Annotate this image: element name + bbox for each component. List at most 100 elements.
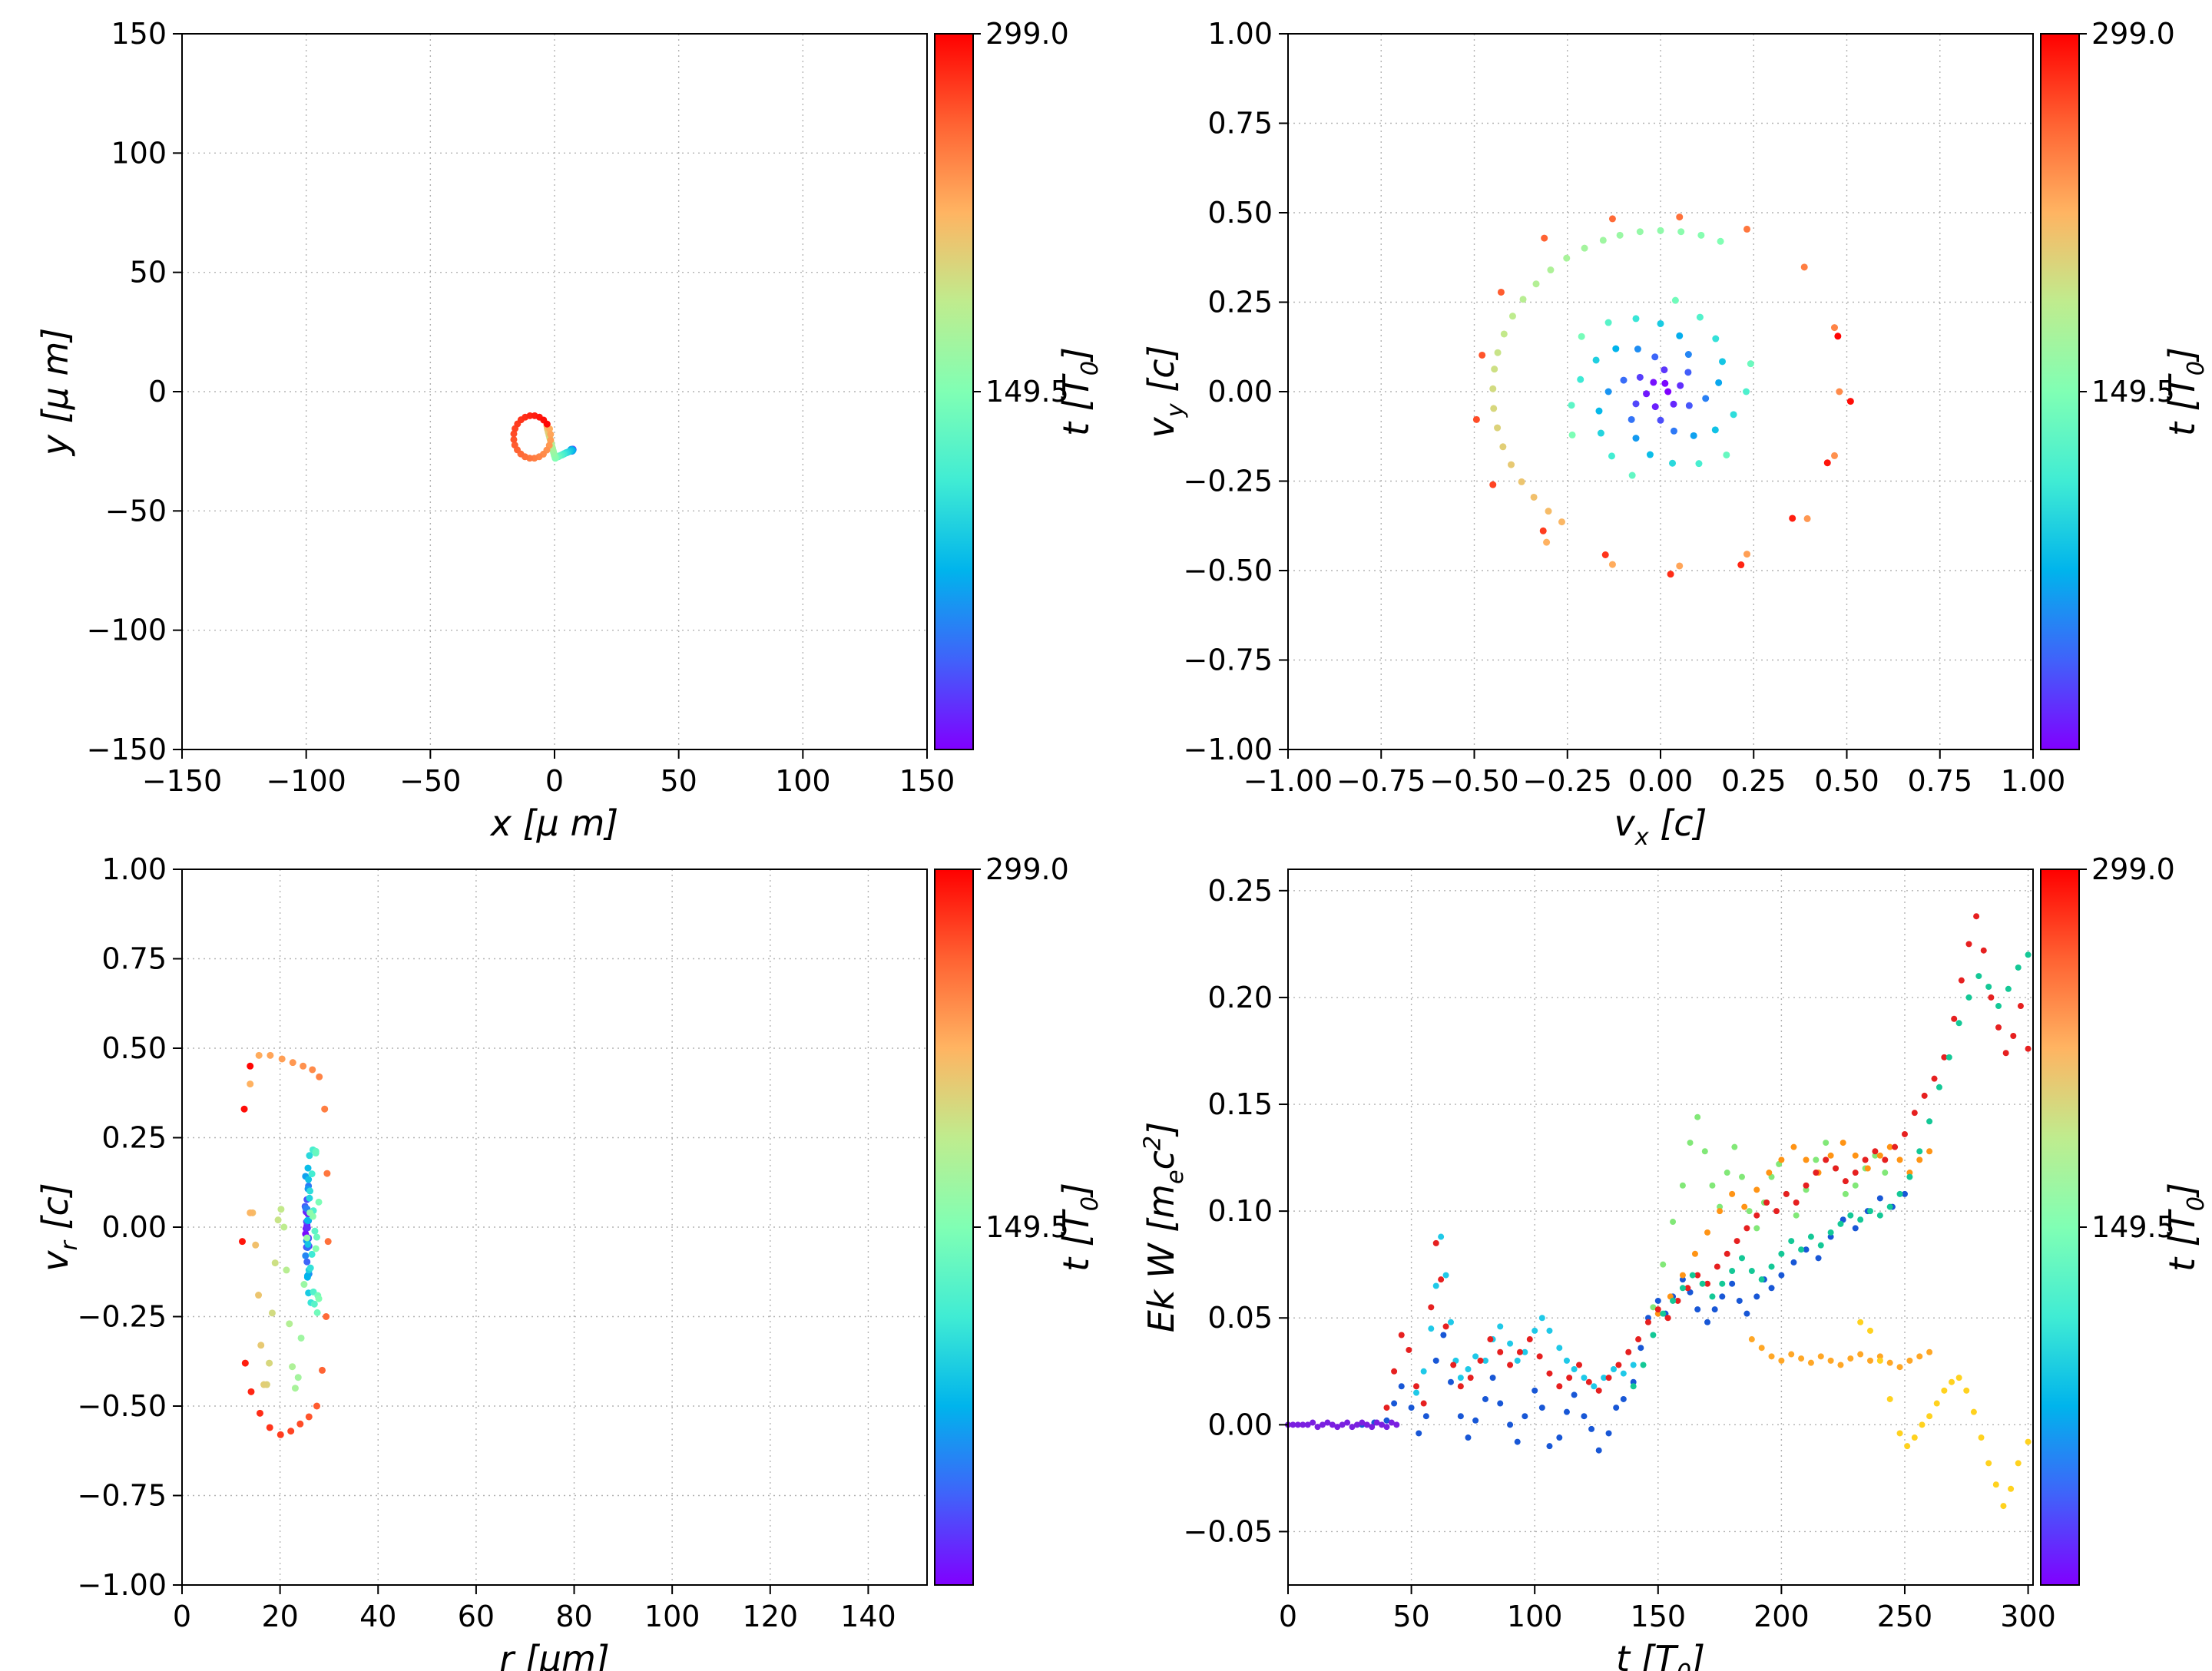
colorbar-velocity-vxvy: 299.0 149.5t [T0]	[2040, 17, 2210, 750]
scatter-points-r-vr	[238, 1051, 332, 1438]
colorbar-energy-t: 299.0 149.5t [T0]	[2040, 852, 2210, 1586]
y-tick-label: 1.00	[101, 852, 167, 886]
x-tick-label: 0.25	[1721, 764, 1786, 798]
colorbar-axis-label: t [T0]	[2161, 1183, 2210, 1272]
colorbar-tick-label: 149.5	[2091, 375, 2175, 409]
colorbar-position-xy: 299.0 149.5t [T0]	[934, 17, 1104, 750]
y-tick-label: −0.50	[78, 1389, 167, 1423]
x-tick-label: 20	[261, 1600, 298, 1633]
scatter-points-position-xy	[510, 412, 577, 462]
y-tick-label: 0.25	[1207, 286, 1273, 319]
colorbar-tick-label: 299.0	[985, 852, 1069, 886]
series-red	[1383, 913, 2032, 1411]
y-tick-label: −0.25	[78, 1300, 167, 1334]
colorbar-tick-label: 149.5	[985, 375, 1069, 409]
y-tick-label: 0.75	[1207, 107, 1273, 141]
x-tick-label: −100	[266, 764, 346, 798]
series-green	[1650, 1113, 1889, 1311]
scatter-points-velocity-vxvy	[1472, 213, 1854, 578]
colorbar-tick-label: 149.5	[2091, 1210, 2175, 1244]
x-tick-label: 100	[644, 1600, 700, 1633]
tick-marks	[1279, 33, 2034, 759]
x-tick-label: −0.25	[1523, 764, 1612, 798]
x-tick-label: 1.00	[2001, 764, 2066, 798]
y-tick-label: −0.05	[1184, 1514, 1273, 1548]
gridlines	[181, 869, 927, 1586]
y-tick-label: 150	[111, 17, 167, 51]
subplot-energy-t: 0 50 100 150 200 250 300 −0.05 0.00 0.05 0.10 0.15 0…	[1140, 852, 2210, 1671]
colorbar-r-vr: 299.0 149.5t [T0]	[934, 852, 1104, 1586]
colorbar-tick-label: 299.0	[2091, 17, 2175, 51]
y-tick-label: 0.00	[1207, 1408, 1273, 1441]
x-tick-label: −150	[142, 764, 222, 798]
y-tick-label: −100	[87, 614, 167, 647]
x-tick-label: 0	[173, 1600, 191, 1633]
x-tick-label: 300	[2000, 1600, 2056, 1633]
y-tick-label: 0.00	[1207, 375, 1273, 409]
y-tick-label: 0.25	[101, 1121, 167, 1155]
x-tick-label: 200	[1753, 1600, 1810, 1633]
y-tick-label: 1.00	[1207, 17, 1273, 51]
y-tick-label: −0.75	[78, 1479, 167, 1513]
x-tick-label: −0.75	[1336, 764, 1426, 798]
tick-marks	[173, 869, 869, 1594]
y-tick-label: −0.25	[1184, 465, 1273, 498]
y-tick-label: 0.20	[1207, 981, 1273, 1014]
x-tick-label: 0	[545, 764, 564, 798]
y-tick-label: −0.50	[1184, 554, 1273, 587]
y-tick-label: 50	[130, 256, 167, 290]
y-tick-label: −50	[105, 494, 167, 528]
x-tick-label: 100	[775, 764, 831, 798]
x-tick-label: 60	[458, 1600, 495, 1633]
x-tick-label: 0.50	[1814, 764, 1879, 798]
subplot-position-xy: −150 −100 −50 0 50 100 150 −150 −100 −50 0 50 100 150…	[35, 17, 1104, 844]
y-tick-label: 0	[148, 375, 167, 409]
colorbar-tick-label: 149.5	[985, 1210, 1069, 1244]
x-tick-label: −1.00	[1243, 764, 1333, 798]
series-blue	[1359, 1190, 1908, 1454]
x-tick-label: 100	[1507, 1600, 1563, 1633]
axes-frame	[1287, 869, 2034, 1586]
x-tick-label: 50	[660, 764, 697, 798]
x-tick-label: −0.50	[1429, 764, 1518, 798]
y-tick-label: 0.00	[101, 1210, 167, 1244]
x-tick-label: 150	[899, 764, 955, 798]
colorbar-tick-label: 299.0	[2091, 852, 2175, 886]
y-tick-label: 0.05	[1207, 1301, 1273, 1335]
series-orange	[1654, 1140, 1933, 1317]
gridlines	[1287, 33, 2034, 750]
x-tick-label: 120	[743, 1600, 799, 1633]
colorbar-axis-label: t [T0]	[2161, 347, 2210, 436]
y-axis-label: y [μ m]	[35, 328, 76, 457]
x-axis-label: t [T0]	[1616, 1638, 1705, 1671]
x-tick-label: 150	[1631, 1600, 1687, 1633]
y-tick-label: 0.15	[1207, 1087, 1273, 1121]
y-axis-label: Ek W [mec2]	[1140, 1122, 1189, 1332]
colorbar-axis-label: t [T0]	[1055, 1183, 1104, 1272]
series-orange-flat	[1748, 1336, 1933, 1371]
y-tick-label: −1.00	[1184, 733, 1273, 766]
y-tick-label: 0.25	[1207, 874, 1273, 908]
y-tick-label: 0.10	[1207, 1194, 1273, 1228]
scatter-points-energy-t	[1285, 913, 2032, 1510]
y-axis-label: vy [c]	[1141, 345, 1189, 438]
series-teal	[1630, 951, 2032, 1390]
y-tick-label: 0.75	[101, 942, 167, 976]
y-tick-label: 0.50	[101, 1031, 167, 1065]
x-tick-label: 0.75	[1907, 764, 1972, 798]
tick-marks	[1279, 889, 2029, 1594]
x-axis-label: x [μ m]	[489, 802, 618, 844]
y-tick-label: −150	[87, 733, 167, 766]
y-tick-label: −0.75	[1184, 644, 1273, 677]
y-tick-label: 100	[111, 136, 167, 170]
y-axis-label: vr [c]	[35, 1183, 83, 1272]
x-tick-label: −50	[399, 764, 461, 798]
subplot-r-vr: 0 20 40 60 80 100 120 140 −1.00 −0.75 −0.50 −0.25 0.…	[35, 852, 1104, 1671]
x-axis-label: r [μm]	[499, 1638, 610, 1671]
x-tick-label: 40	[359, 1600, 396, 1633]
series-yellow	[1857, 1319, 2032, 1510]
gridlines	[1287, 869, 2033, 1585]
x-tick-label: 250	[1877, 1600, 1933, 1633]
